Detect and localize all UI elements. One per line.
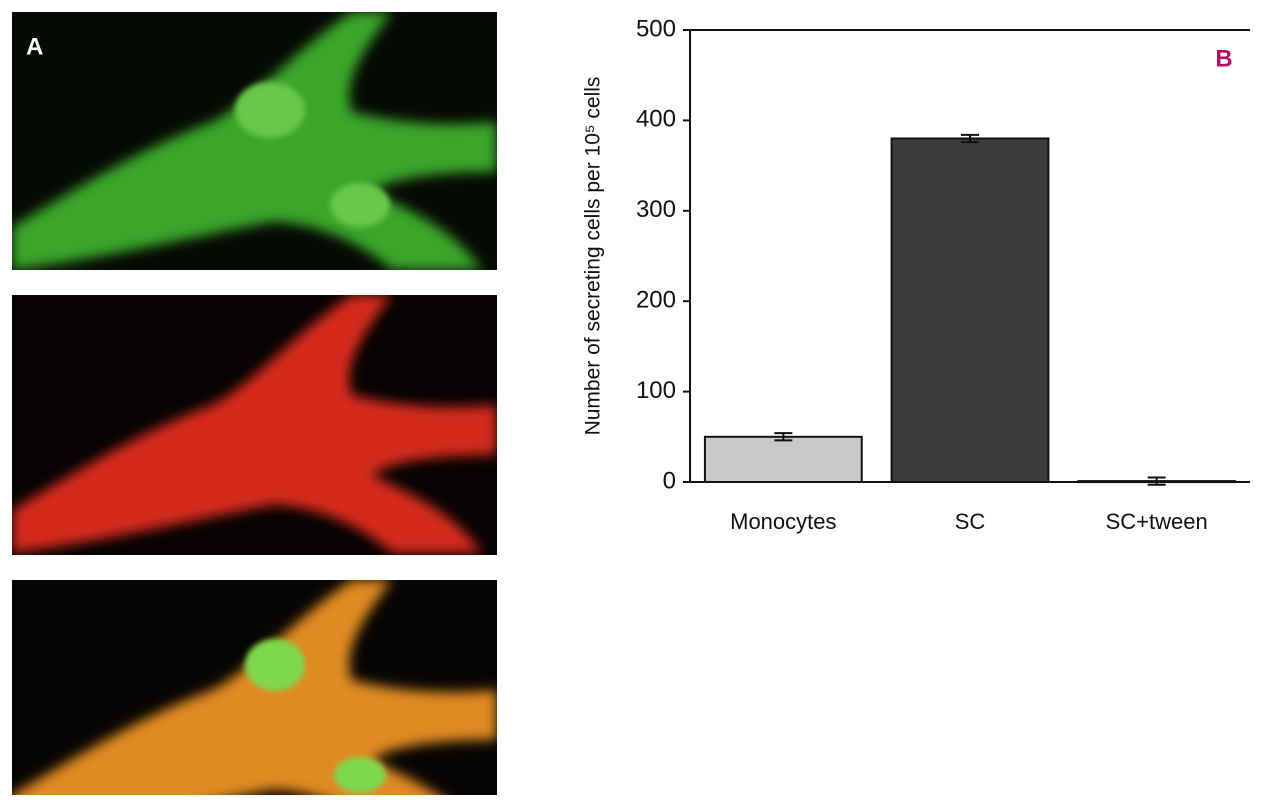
bar bbox=[703, 435, 863, 483]
y-tick-label: 100 bbox=[636, 377, 676, 404]
error-bar bbox=[774, 432, 793, 442]
y-tick-label: 400 bbox=[636, 106, 676, 133]
panel-label: A bbox=[26, 33, 43, 60]
y-tick-label: 500 bbox=[636, 15, 676, 42]
y-tick-label: 200 bbox=[636, 287, 676, 314]
error-bar bbox=[961, 133, 979, 144]
x-tick-label: SC bbox=[955, 509, 986, 534]
x-tick-label: Monocytes bbox=[730, 509, 836, 534]
y-tick-label: 300 bbox=[636, 196, 676, 223]
x-tick-label: SC+tween bbox=[1106, 509, 1208, 534]
micrograph-merged bbox=[12, 580, 497, 795]
micrograph-red bbox=[12, 295, 497, 555]
y-axis-label: Number of secreting cells per 10⁵ cells bbox=[582, 77, 605, 436]
error-bar bbox=[1147, 476, 1166, 486]
micrograph-green bbox=[12, 12, 497, 270]
bar bbox=[890, 137, 1050, 483]
panel-label: B bbox=[1215, 45, 1232, 72]
y-tick-label: 0 bbox=[663, 467, 676, 494]
